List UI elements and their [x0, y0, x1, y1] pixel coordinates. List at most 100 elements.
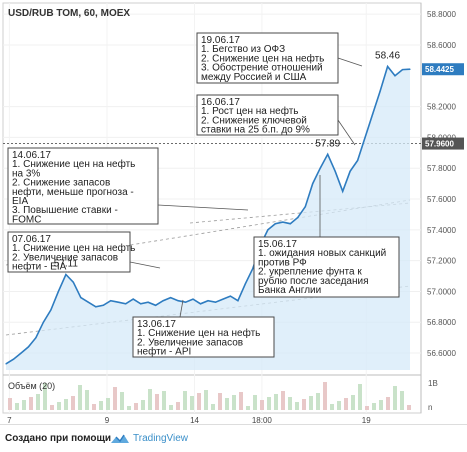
- series-point: [42, 321, 45, 323]
- volume-bar: [295, 402, 299, 410]
- series-point: [20, 352, 22, 354]
- volume-bar: [148, 389, 152, 410]
- volume-bar: [211, 404, 215, 410]
- series-point: [87, 301, 89, 303]
- series-point: [312, 183, 314, 185]
- annotation-line: 1. Рост цен на нефть: [201, 105, 299, 117]
- annotation-connectors: [129, 57, 363, 318]
- annotation-line: 14.06.17: [12, 150, 51, 161]
- series-point: [289, 223, 291, 225]
- series-point: [102, 304, 104, 306]
- volume-axis-tick: 1B: [428, 379, 438, 388]
- volume-axis-tick: n: [428, 403, 432, 412]
- x-tick-label: 18:00: [252, 416, 273, 424]
- annotation-line: 2. Увеличение запасов: [12, 252, 118, 263]
- annotation-connector: [337, 119, 356, 146]
- annotation-line: между Россией и США: [201, 72, 307, 83]
- x-axis-ticks: 7 9 14 18:00 19: [7, 416, 371, 425]
- volume-bars: [8, 382, 411, 410]
- series-point: [297, 216, 299, 219]
- series-point: [267, 229, 269, 231]
- annotation-frame: [132, 316, 275, 358]
- price-label-box: [422, 137, 464, 150]
- volume-bar: [253, 395, 257, 410]
- series-point: [237, 300, 239, 302]
- annotation-line: нефти, меньше прогноза -: [12, 186, 134, 198]
- volume-bar: [8, 398, 12, 410]
- annotation-line: рублю после заседания: [258, 275, 369, 287]
- volume-bar: [309, 396, 313, 410]
- annotation-line: ставки на 25 б.п. до 9%: [201, 124, 310, 136]
- y-tick-label: 56.8000: [427, 318, 456, 327]
- footer: Создано при помощи TradingView: [0, 424, 467, 452]
- data-label: 57.11: [54, 258, 79, 269]
- annotation-line: 3. Обострение отношений: [201, 62, 323, 74]
- series-point: [169, 297, 172, 299]
- series-point: [57, 290, 59, 293]
- annotation-line: 2. Снижение запасов: [12, 178, 110, 189]
- series-point: [386, 65, 389, 68]
- x-tick-label: 9: [105, 416, 110, 424]
- x-tick-label: 19: [362, 416, 371, 424]
- annotation-line: 1. Снижение цен на нефть: [137, 327, 260, 339]
- annotation-frame: [253, 236, 400, 298]
- made-with-text: Создано при помощи: [5, 433, 112, 444]
- annotation-line: 1. Бегство из ОФЗ: [201, 44, 285, 55]
- annotation-connector: [179, 299, 184, 318]
- annotation-line: Банка Англии: [258, 285, 321, 296]
- tradingview-brand[interactable]: TradingView: [133, 433, 189, 444]
- series-point: [199, 303, 202, 305]
- volume-bar: [99, 401, 103, 410]
- volume-bar: [379, 400, 383, 410]
- series-point: [342, 190, 344, 192]
- tradingview-logo-icon[interactable]: [110, 433, 130, 445]
- price-label-text: 57.9600: [425, 140, 454, 149]
- volume-bar: [344, 398, 348, 410]
- volume-bar: [204, 390, 208, 410]
- series-point: [214, 301, 217, 303]
- annotation-line: 16.06.17: [201, 97, 240, 108]
- volume-bar: [232, 395, 236, 410]
- series-point: [401, 69, 404, 71]
- annotation-frame: [7, 147, 159, 225]
- annotation-line: 2. Увеличение запасов: [137, 337, 243, 348]
- volume-bar: [106, 398, 110, 410]
- annotation-frame: [7, 231, 131, 273]
- annotation-connector: [337, 57, 363, 67]
- data-label: 58.46: [375, 51, 400, 62]
- volume-bar: [225, 398, 229, 410]
- annotation-line: 1. Снижение цен на нефть: [12, 158, 135, 170]
- annotation-line: нефти - EIA: [12, 261, 67, 273]
- price-label-box: [422, 63, 464, 76]
- x-tick-label: 7: [7, 416, 12, 424]
- series-point: [155, 304, 157, 306]
- volume-bar: [64, 399, 68, 410]
- series-point: [50, 309, 52, 311]
- annotation-line: 2. укрепление фунта к: [258, 266, 362, 278]
- price-labels: 58.4425 57.9600: [422, 63, 464, 150]
- y-axis-ticks: 56.6000 56.8000 57.0000 57.2000 57.4000 57.60…: [427, 10, 456, 358]
- volume-bar: [358, 384, 362, 410]
- volume-bar: [218, 393, 222, 410]
- volume-bar: [141, 400, 145, 410]
- volume-bar: [169, 405, 173, 410]
- volume-bar: [113, 387, 117, 410]
- y-tick-label: 58.6000: [427, 41, 456, 50]
- volume-bar: [386, 397, 390, 410]
- volume-bar: [351, 395, 355, 410]
- annotation-line: 07.06.17: [12, 234, 51, 245]
- series-point: [394, 75, 396, 77]
- series-point: [379, 90, 381, 92]
- volume-bar: [43, 383, 47, 410]
- series-point: [125, 303, 127, 305]
- series-point: [334, 170, 336, 172]
- volume-bar: [176, 402, 180, 410]
- series-point: [229, 295, 232, 297]
- volume-bar: [85, 390, 89, 410]
- volume-bar: [15, 403, 19, 410]
- y-tick-label: 58.8000: [427, 10, 456, 19]
- volume-bar: [260, 400, 264, 410]
